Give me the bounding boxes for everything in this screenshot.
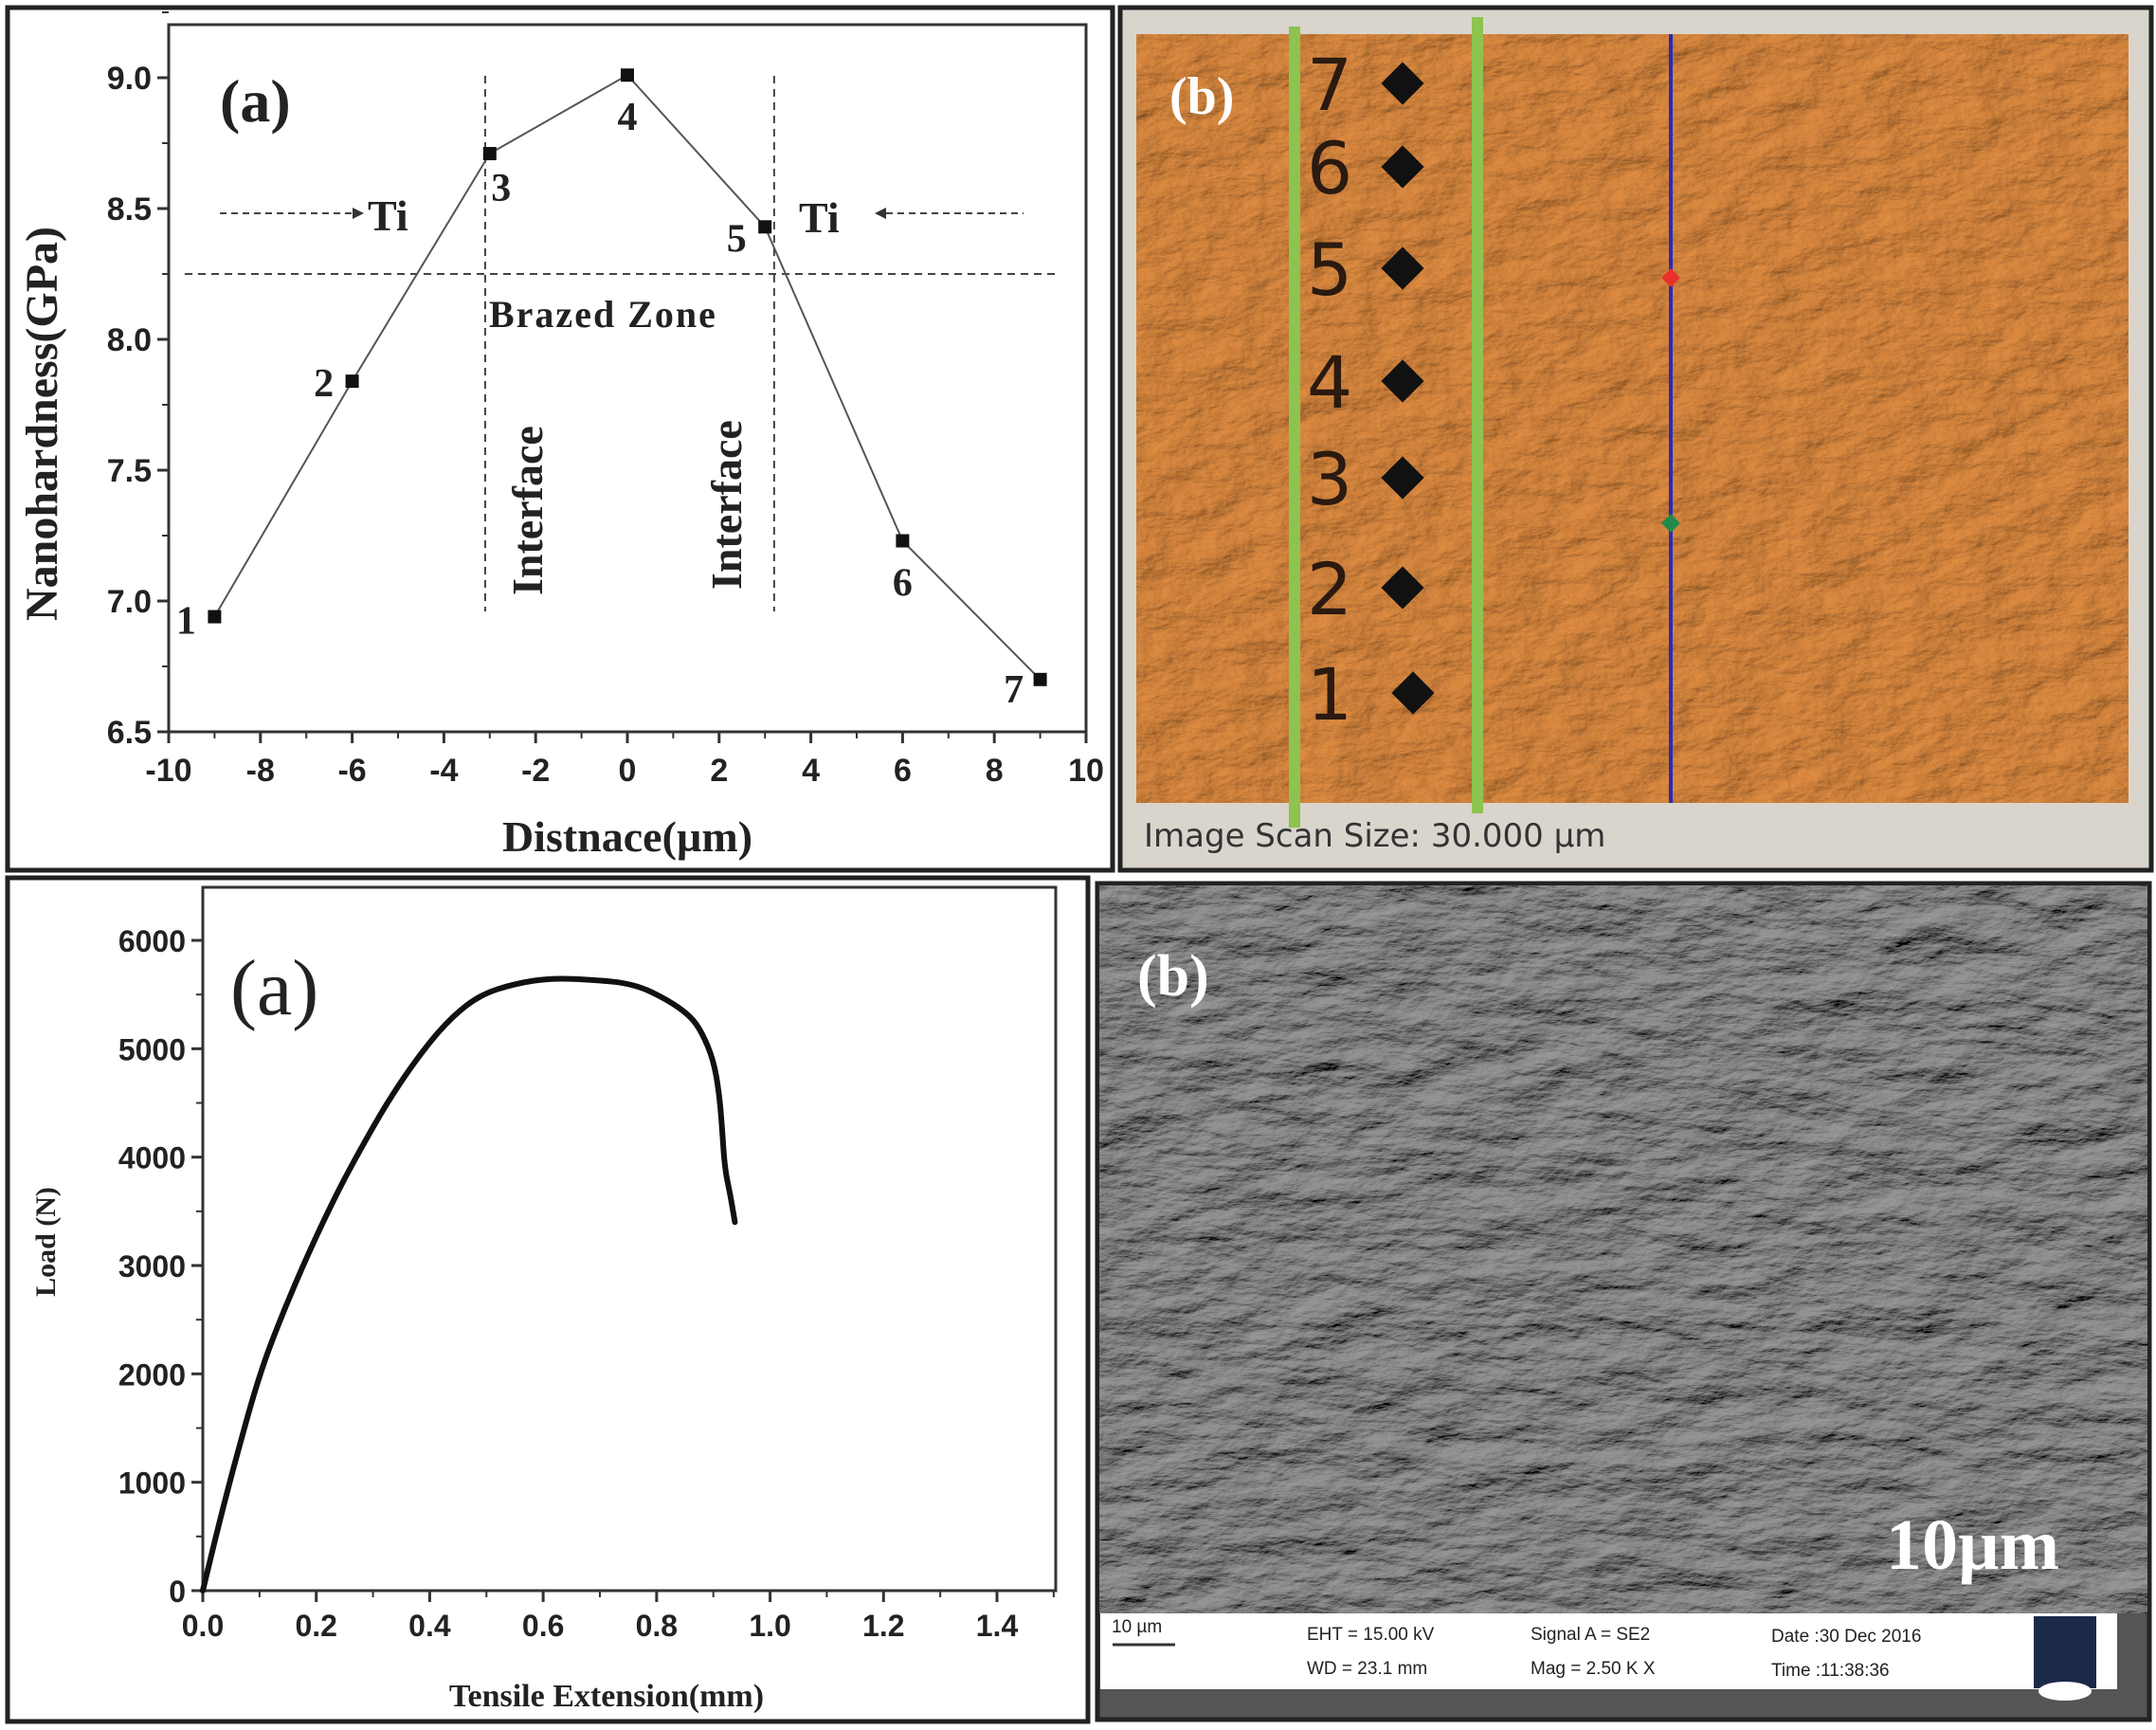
x-tick-label: 1.0 <box>749 1609 790 1643</box>
data-point-marker <box>345 374 359 389</box>
x-tick-label: 4 <box>802 753 820 789</box>
data-point-marker <box>208 610 222 624</box>
y-tick-label: 7.0 <box>107 584 152 620</box>
indent-label: 6 <box>1307 126 1352 210</box>
y-tick-label: 8.5 <box>107 191 152 228</box>
plot-area <box>201 885 1058 1593</box>
indent-label: 2 <box>1307 547 1352 631</box>
zeiss-logo-arc <box>2038 1682 2092 1701</box>
nanohardness-chart: (a) Ti Ti Brazed Zone Interface Interfac… <box>17 11 1104 861</box>
indent-diamond-marker <box>1381 145 1424 189</box>
indent-label: 1 <box>1307 652 1352 737</box>
tensile-chart: (a) Load (N) Tensile Extension(mm) 0.0 0.… <box>30 885 1058 1714</box>
x-axis-label: Tensile Extension(mm) <box>449 1679 764 1714</box>
data-point-label: 1 <box>176 600 196 644</box>
x-axis-label: Distnace(µm) <box>502 812 752 861</box>
y-tick-label: 7.5 <box>107 453 152 489</box>
y-tick-label: 4000 <box>118 1141 186 1175</box>
annotation-brazed-zone: Brazed Zone <box>489 293 717 336</box>
y-tick-label: 3000 <box>118 1249 186 1284</box>
y-tick-label: 1000 <box>118 1466 186 1501</box>
data-point-marker <box>621 68 634 82</box>
info-signal: Signal A = SE2 <box>1531 1625 1650 1645</box>
indent-label: 7 <box>1307 43 1352 127</box>
indent-diamond-marker <box>1381 566 1424 610</box>
data-point-label: 2 <box>314 362 334 406</box>
indent-label: 5 <box>1307 228 1352 312</box>
indent-diamond-marker <box>1391 671 1435 715</box>
y-tick-label: 5000 <box>118 1032 186 1066</box>
afm-scan-size-caption: Image Scan Size: 30.000 µm <box>1144 817 1605 855</box>
x-tick-label: 0.4 <box>408 1609 451 1643</box>
arrowhead-icon <box>353 208 364 219</box>
y-tick-label: 6.5 <box>107 715 152 751</box>
info-eht: EHT = 15.00 kV <box>1307 1625 1435 1645</box>
data-point-label: 5 <box>727 217 747 261</box>
x-tick-label: -10 <box>145 753 191 789</box>
x-tick-label: -4 <box>429 753 458 789</box>
indent-label: 4 <box>1307 340 1352 425</box>
info-time: Time :11:38:36 <box>1771 1661 1890 1681</box>
y-axis-label: Nanohardness(GPa) <box>17 227 67 621</box>
sem-info-bar <box>1100 1613 2117 1689</box>
y-axis-label: Load (N) <box>30 1187 62 1297</box>
data-point-label: 3 <box>491 167 511 210</box>
annotation-interface-right: Interface <box>702 420 751 590</box>
y-tick-label: 6000 <box>118 924 186 958</box>
y-tick-label: 0 <box>169 1575 186 1609</box>
sem-fractograph-texture <box>1099 885 2147 1613</box>
arrowhead-icon <box>875 208 886 219</box>
panel-frame-tensile <box>5 875 1091 1724</box>
load-extension-curve <box>200 975 738 1593</box>
data-point-marker <box>896 534 910 548</box>
info-date: Date :30 Dec 2016 <box>1771 1627 1921 1647</box>
sem-image-panel: (b) 10µm 10 µm EHT = 15.00 kV WD = 23.1 … <box>1099 885 2147 1701</box>
x-tick-label: -6 <box>337 753 366 789</box>
scan-marker-top <box>1661 268 1680 287</box>
x-tick-label: 6 <box>894 753 912 789</box>
afm-image-panel: (b) 76 5 4 3 2 1 Image Scan Size: 30.000 µm <box>1136 17 2129 855</box>
data-point-marker <box>482 147 497 161</box>
x-tick-label: -8 <box>246 753 275 789</box>
data-point-marker <box>758 220 772 234</box>
panel-label-a: (a) <box>220 67 291 135</box>
data-point-label: 7 <box>1004 668 1024 712</box>
y-tick-label: 2000 <box>118 1357 186 1392</box>
afm-surface-texture <box>1136 34 2129 803</box>
x-tick-label: 0 <box>619 753 637 789</box>
x-tick-label: 8 <box>986 753 1004 789</box>
x-tick-label: 2 <box>710 753 728 789</box>
x-tick-label: 10 <box>1068 753 1104 789</box>
x-tick-label: 0.8 <box>636 1609 678 1643</box>
panel-label-b: (b) <box>1169 67 1234 126</box>
scan-marker-bottom <box>1661 514 1680 533</box>
x-tick-label: 0.6 <box>522 1609 564 1643</box>
sem-scale-label: 10µm <box>1886 1505 2059 1585</box>
x-tick-label: 0.0 <box>182 1609 224 1643</box>
info-scale-bar-label: 10 µm <box>1112 1617 1162 1637</box>
info-mag: Mag = 2.50 K X <box>1531 1659 1656 1679</box>
y-tick-label: 8.0 <box>107 322 152 358</box>
indent-markers: 76 5 4 3 2 1 <box>1307 43 1435 737</box>
y-tick-label: 9.0 <box>107 61 152 97</box>
annotation-ti-right: Ti <box>799 193 840 242</box>
panel-label-b: (b) <box>1137 944 1209 1009</box>
x-tick-label: -2 <box>521 753 550 789</box>
annotation-ti-left: Ti <box>368 191 408 240</box>
data-point-marker <box>1033 672 1047 686</box>
indent-label: 3 <box>1307 437 1352 521</box>
annotation-interface-left: Interface <box>503 426 552 595</box>
panel-label-a: (a) <box>230 944 318 1032</box>
x-tick-label: 1.4 <box>976 1609 1019 1643</box>
data-point-label: 4 <box>618 96 638 139</box>
info-wd: WD = 23.1 mm <box>1307 1659 1427 1679</box>
zeiss-logo <box>2034 1616 2096 1688</box>
panel-frame-nanohardness <box>5 5 1115 873</box>
x-tick-label: 0.2 <box>295 1609 336 1643</box>
x-tick-label: 1.2 <box>862 1609 904 1643</box>
data-point-label: 6 <box>893 562 913 606</box>
